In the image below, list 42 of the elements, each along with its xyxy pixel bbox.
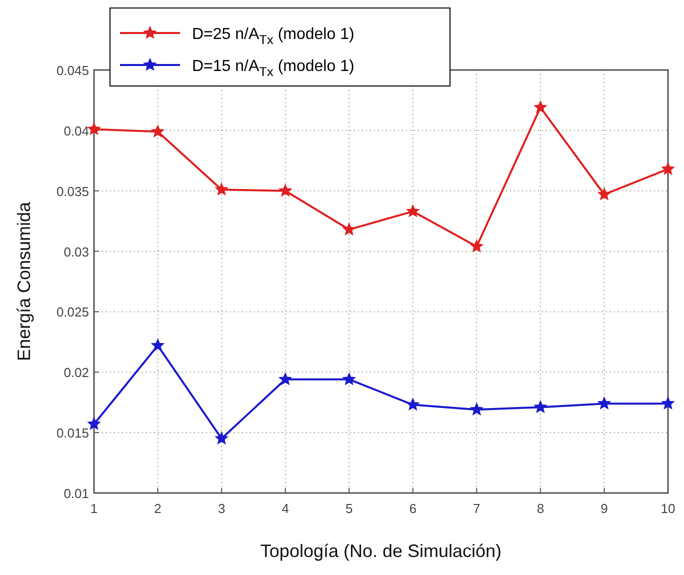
point (152, 125, 164, 137)
legend-label: D=15 n/A$_{Tx}$ (modelo 1) (192, 58, 354, 80)
y-tick-label: 0.035 (56, 184, 89, 199)
point (215, 432, 228, 444)
point (152, 339, 164, 351)
x-tick-label: 1 (90, 501, 98, 516)
x-tick-label: 9 (600, 501, 608, 516)
point (662, 162, 674, 174)
y-tick-label: 0.015 (56, 426, 89, 441)
point (215, 183, 228, 196)
point (598, 188, 610, 200)
point (279, 184, 292, 196)
x-tick-label: 7 (473, 501, 480, 516)
point (470, 240, 483, 252)
point (342, 372, 356, 385)
x-tick-label: 4 (282, 501, 289, 516)
y-tick-label: 0.04 (64, 123, 89, 138)
point (534, 100, 547, 113)
point (279, 372, 292, 385)
y-tick-label: 0.02 (64, 365, 89, 380)
point (470, 403, 483, 415)
x-tick-label: 10 (660, 501, 676, 516)
y-tick-label: 0.025 (56, 304, 89, 320)
x-tick-label: 3 (218, 501, 226, 516)
x-tick-label: 2 (154, 501, 162, 516)
point (534, 400, 547, 413)
x-axis-title: Topología (No. de Simulación) (260, 541, 502, 561)
point (342, 223, 356, 235)
y-axis-title: Energía Consumida (14, 200, 34, 362)
x-tick-label: 8 (536, 501, 544, 516)
x-tick-label: 5 (345, 501, 353, 516)
y-tick-label: 0.045 (56, 63, 89, 78)
point (88, 122, 100, 135)
point (88, 418, 100, 430)
legend-label: D=25 n/A$_{Tx}$ (modelo 1) (192, 26, 354, 48)
point (406, 398, 420, 410)
point (598, 397, 610, 409)
y-tick-label: 0.03 (64, 244, 89, 260)
point (406, 204, 420, 217)
point (662, 397, 674, 409)
x-tick-label: 6 (409, 501, 417, 516)
y-tick-label: 0.01 (64, 486, 89, 501)
